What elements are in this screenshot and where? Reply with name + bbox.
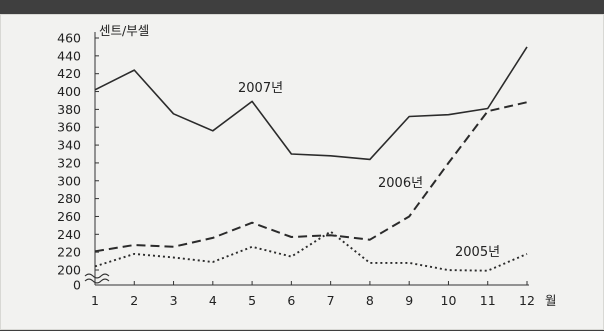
series-line-0	[94, 46, 528, 161]
series-line-2	[94, 230, 528, 272]
x-tick-label: 7	[327, 293, 335, 308]
y-tick-label: 200	[57, 263, 81, 278]
axis-break-mark-lower	[84, 278, 110, 284]
x-axis-unit-label: 월	[545, 293, 557, 308]
y-tick-label: 320	[57, 155, 81, 170]
y-tick-label: 360	[57, 120, 81, 135]
x-tick-label: 12	[519, 293, 535, 308]
axis-break-mark-upper	[84, 273, 110, 279]
y-tick-label: 240	[57, 227, 81, 242]
y-tick-label: 260	[57, 209, 81, 224]
x-tick-label: 6	[287, 293, 295, 308]
y-tick-label: 380	[57, 102, 81, 117]
x-tick-label: 8	[366, 293, 374, 308]
x-tick-label: 4	[209, 293, 217, 308]
y-tick-label: 0	[73, 278, 81, 293]
y-tick-label: 420	[57, 66, 81, 81]
y-tick-label: 400	[57, 84, 81, 99]
x-tick-label: 10	[441, 293, 457, 308]
x-tick-label: 5	[248, 293, 256, 308]
x-tick-label: 3	[170, 293, 178, 308]
series-lines	[94, 46, 528, 272]
series-line-1	[94, 101, 528, 253]
y-tick-label: 340	[57, 138, 81, 153]
series-label-2006: 2006년	[378, 176, 423, 191]
x-tick-label: 9	[405, 293, 413, 308]
x-tick-label: 2	[130, 293, 138, 308]
x-tick-label: 11	[480, 293, 496, 308]
y-tick-label: 300	[57, 173, 81, 188]
y-tick-label: 440	[57, 48, 81, 63]
chart-panel: 0 200 220 240 260 280 300 320 340 360 380 400 420 440…	[0, 14, 604, 330]
x-tick-label: 1	[91, 293, 99, 308]
axes	[84, 32, 529, 286]
y-tick-label: 460	[57, 31, 81, 46]
y-tick-label: 280	[57, 191, 81, 206]
y-axis-unit-label: 센트/부셀	[99, 23, 149, 38]
y-tick-label: 220	[57, 245, 81, 260]
x-tick-labels: 1 2 3 4 5 6 7 8 9 10 11 12	[91, 293, 535, 308]
series-label-2005: 2005년	[455, 245, 500, 260]
series-label-2007: 2007년	[238, 81, 283, 96]
